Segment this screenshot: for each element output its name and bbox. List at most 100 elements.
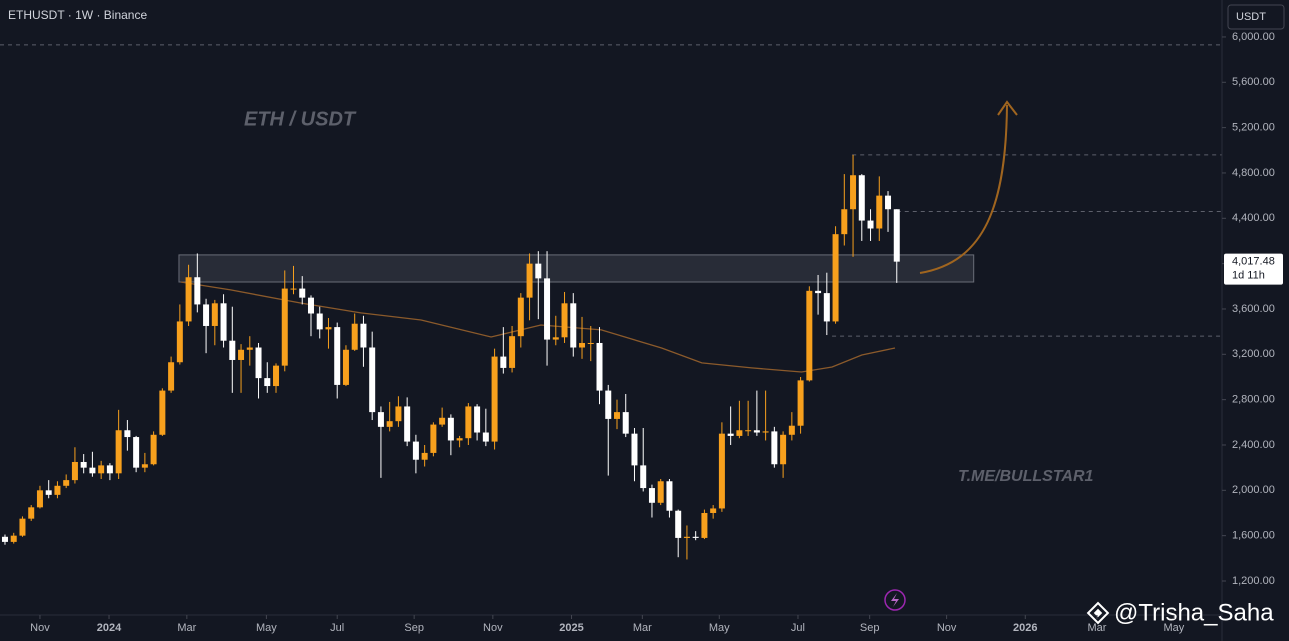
logo-diamond	[1086, 601, 1110, 625]
candle-body	[613, 412, 620, 419]
y-tick-label: 2,000.00	[1232, 484, 1275, 496]
candle-body	[815, 290, 822, 294]
candle-body	[500, 356, 507, 368]
candle-body	[683, 536, 690, 538]
candle-body	[579, 342, 586, 348]
candle-body	[246, 347, 253, 350]
candle-body	[351, 323, 358, 350]
candle-body	[788, 425, 795, 435]
candle-body	[456, 438, 463, 441]
candle-body	[159, 390, 166, 435]
candle-body	[587, 342, 594, 344]
candle-body	[54, 485, 61, 495]
candle-body	[648, 488, 655, 503]
price-label-box	[1224, 253, 1283, 285]
candle-body	[858, 175, 865, 221]
candle-body	[780, 434, 787, 465]
candle-body	[718, 433, 725, 509]
candle-body	[45, 490, 52, 495]
candle-body	[526, 263, 533, 298]
candle-body	[447, 417, 454, 441]
event-icon[interactable]	[884, 589, 906, 611]
candle-body	[885, 195, 892, 210]
candle-body	[19, 518, 26, 536]
candle-body	[701, 512, 708, 538]
symbol-title: ETHUSDT · 1W · Binance	[8, 8, 147, 22]
candle-body	[106, 465, 113, 474]
x-tick-label: Sep	[860, 622, 880, 634]
currency-button[interactable]	[1227, 4, 1285, 30]
x-tick-label: May	[256, 622, 277, 634]
candle-body	[666, 481, 673, 511]
candle-body	[63, 480, 70, 486]
candle-body	[753, 430, 760, 433]
candle-body	[124, 430, 131, 438]
candle-body	[334, 327, 341, 385]
candle-body	[727, 433, 734, 436]
candle-body	[273, 365, 280, 387]
candle-body	[185, 277, 192, 322]
candle-body	[28, 507, 35, 519]
candle-body	[203, 304, 210, 326]
x-tick-label: Jul	[330, 622, 344, 634]
candle-body	[238, 349, 245, 360]
candle-body	[517, 297, 524, 337]
countdown: 1d 11h	[1232, 270, 1265, 282]
candle-body	[736, 430, 743, 436]
y-tick-label: 2,400.00	[1232, 439, 1275, 451]
candle-body	[412, 441, 419, 460]
candle-body	[622, 412, 629, 434]
candle-body	[544, 278, 551, 340]
candle-body	[421, 452, 428, 460]
y-tick-label: 4,400.00	[1232, 212, 1275, 224]
candle-body	[150, 434, 157, 465]
candle-body	[692, 536, 699, 538]
candle-body	[395, 406, 402, 422]
candle-body	[377, 412, 384, 427]
y-tick-label: 3,200.00	[1232, 348, 1275, 360]
candle-body	[168, 362, 175, 391]
candle-body	[535, 263, 542, 279]
candle-body	[229, 340, 236, 360]
candle-body	[307, 297, 314, 314]
candle-body	[893, 209, 900, 262]
candle-body	[290, 288, 297, 290]
candle-body	[850, 175, 857, 210]
y-tick-label: 1,600.00	[1232, 530, 1275, 542]
currency-label[interactable]: USDT	[1236, 11, 1266, 23]
candle-body	[841, 209, 848, 235]
annotation: ETH / USDT	[244, 108, 357, 130]
candle-body	[806, 290, 813, 381]
x-tick-label: Mar	[177, 622, 196, 634]
x-tick-label: Mar	[633, 622, 652, 634]
x-tick-label: Jul	[791, 622, 805, 634]
plot	[0, 44, 1222, 560]
candle-body	[797, 380, 804, 426]
watermark: @Trisha_Saha	[1114, 599, 1274, 626]
candle-body	[762, 431, 769, 433]
x-tick-label: May	[709, 622, 730, 634]
candle-body	[876, 195, 883, 229]
candle-body	[264, 378, 271, 387]
candle-body	[605, 390, 612, 419]
candle-body	[439, 417, 446, 425]
arrow-head	[997, 100, 1018, 116]
candle-body	[369, 347, 376, 413]
candle-body	[281, 288, 288, 366]
candle-body	[36, 490, 43, 508]
annotation: T.ME/BULLSTAR1	[958, 468, 1094, 485]
candle-body	[710, 508, 717, 513]
candle-body	[115, 430, 122, 474]
candle-body	[80, 461, 87, 468]
candle-body	[823, 293, 830, 322]
y-tick-label: 4,800.00	[1232, 167, 1275, 179]
y-tick-label: 5,200.00	[1232, 122, 1275, 134]
candle-body	[675, 510, 682, 538]
candle-body	[299, 288, 306, 298]
candle-body	[10, 535, 17, 542]
price-label: 4,017.48	[1232, 256, 1275, 268]
x-tick-label: Nov	[30, 622, 50, 634]
candle-body	[220, 303, 227, 341]
